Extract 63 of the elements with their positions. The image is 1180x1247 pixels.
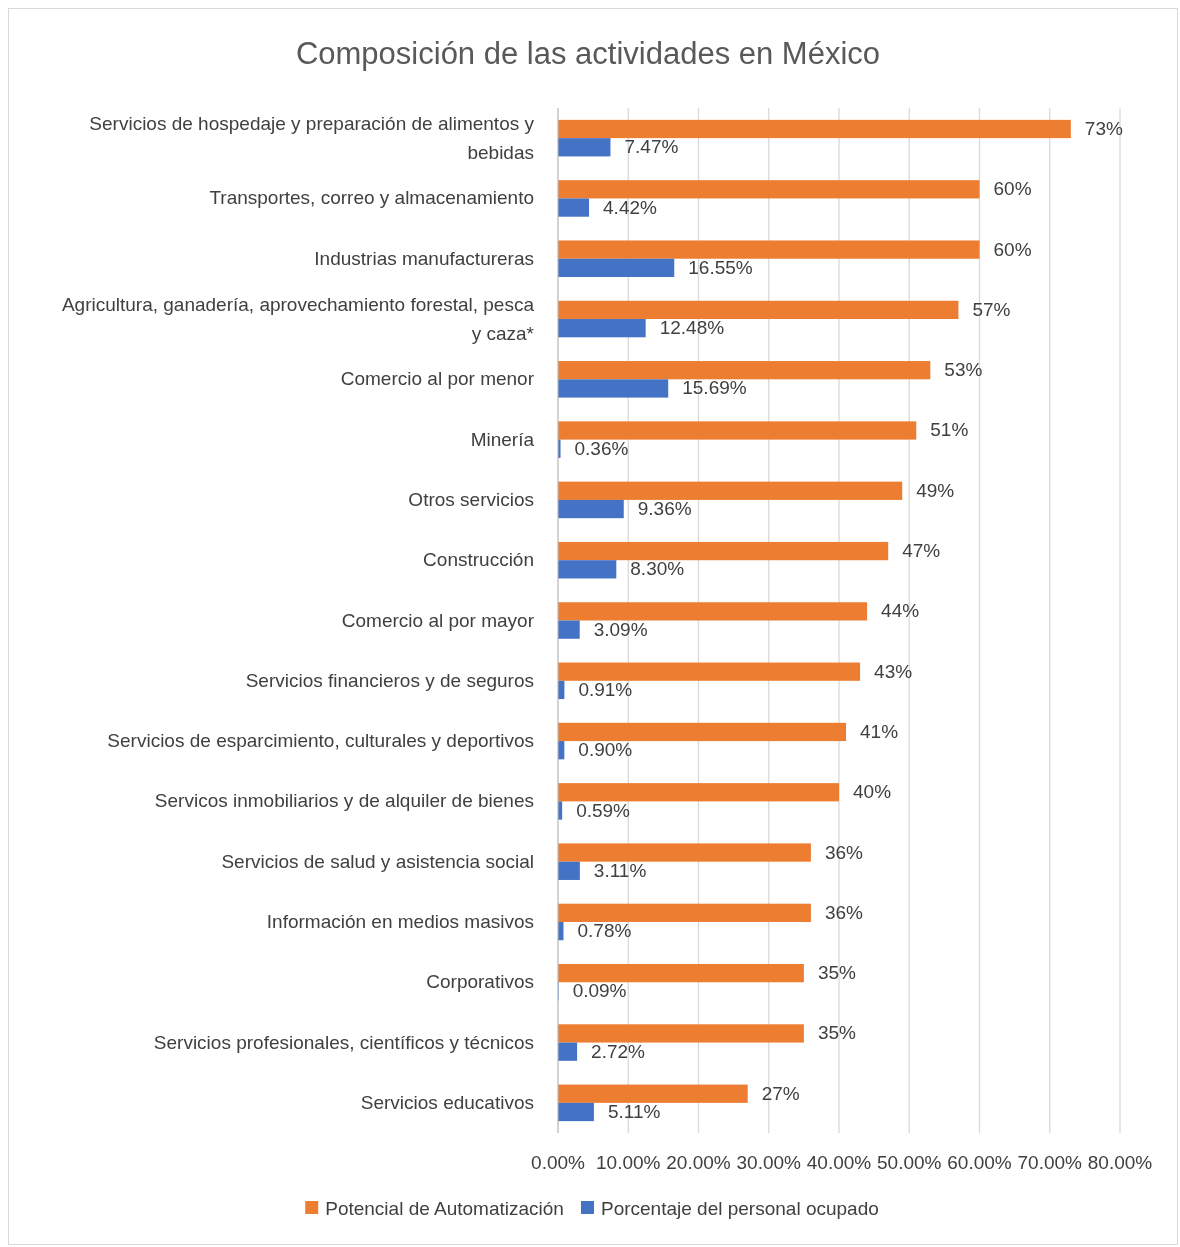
data-label: 0.59%: [576, 799, 631, 821]
y-tick-label: Corporativos: [426, 971, 534, 993]
data-label: 0.78%: [577, 920, 632, 942]
data-label: 3.11%: [593, 859, 647, 881]
y-tick-label: Servicios de hospedaje y preparación de alimentos y bebidas: [89, 112, 535, 163]
x-tick-label: 70.00%: [1017, 1152, 1083, 1173]
y-tick-label: Servicios de salud y asistencia social: [221, 850, 534, 872]
legend-label: Potencial de Automatización: [325, 1198, 564, 1219]
legend-label: Porcentaje del personal ocupado: [600, 1198, 879, 1219]
data-label: 4.42%: [603, 196, 658, 218]
data-label: 8.30%: [630, 558, 685, 580]
data-label: 57%: [972, 298, 1011, 320]
data-label: 51%: [930, 419, 969, 441]
y-tick-label: Agricultura, ganadería, aprovechamiento forestal, pesca y caza*: [61, 293, 535, 344]
data-label: 0.90%: [578, 739, 633, 761]
x-tick-label: 10.00%: [596, 1152, 661, 1173]
x-tick-label: 80.00%: [1087, 1152, 1153, 1173]
y-tick-label: Comercio al por mayor: [341, 609, 535, 631]
data-label: 3.09%: [593, 618, 648, 640]
y-tick-label: Otros servicios: [408, 488, 534, 510]
data-label: 9.36%: [637, 498, 692, 520]
y-tick-label: Construcción: [423, 549, 534, 571]
data-label: 73%: [1084, 118, 1123, 140]
data-label: 47%: [902, 540, 941, 562]
x-tick-label: 60.00%: [947, 1152, 1012, 1173]
data-label: 5.11%: [607, 1100, 661, 1122]
y-tick-label: Minería: [470, 428, 535, 450]
data-label: 0.91%: [578, 678, 633, 700]
y-tick-label: Transportes, correo y almacenamiento: [209, 187, 534, 209]
chart-title: Composición de las actividades en México: [295, 36, 881, 71]
data-label: 60%: [993, 238, 1032, 260]
y-tick-label: Servicios educativos: [360, 1091, 534, 1113]
data-label: 0.09%: [572, 980, 627, 1002]
y-tick-label: Servicios profesionales, científicos y técnicos: [153, 1031, 534, 1053]
y-tick-label: Información en medios masivos: [266, 910, 534, 932]
data-label: 36%: [824, 841, 864, 863]
data-label: 36%: [824, 901, 864, 923]
data-label: 53%: [944, 359, 983, 381]
data-label: 60%: [993, 178, 1032, 200]
data-label: 43%: [874, 660, 913, 682]
y-tick-label: Industrias manufactureras: [314, 247, 534, 269]
data-label: 0.36%: [574, 437, 629, 459]
data-label: 49%: [916, 479, 955, 501]
data-label: 15.69%: [682, 377, 747, 399]
data-label: 41%: [860, 720, 899, 742]
data-label: 7.47%: [624, 136, 679, 158]
x-tick-label: 0.00%: [531, 1152, 586, 1173]
data-label: 16.55%: [688, 256, 753, 278]
y-tick-label: Servicios financieros y de seguros: [245, 669, 534, 691]
data-label: 35%: [817, 962, 857, 984]
x-tick-label: 20.00%: [666, 1152, 731, 1173]
data-label: 35%: [817, 1022, 857, 1044]
data-label: 2.72%: [591, 1040, 646, 1062]
x-tick-label: 30.00%: [736, 1152, 802, 1173]
data-label: 27%: [761, 1082, 800, 1104]
y-tick-label: Comercio al por menor: [340, 368, 535, 390]
data-label: 40%: [853, 781, 892, 803]
x-tick-label: 50.00%: [877, 1152, 942, 1173]
y-tick-label: Servicos inmobiliarios y de alquiler de bienes: [154, 790, 534, 812]
x-tick-label: 40.00%: [806, 1152, 872, 1173]
y-tick-label: Servicios de esparcimiento, culturales y deportivos: [107, 730, 534, 752]
data-label: 12.48%: [659, 317, 725, 339]
data-label: 44%: [881, 600, 920, 622]
